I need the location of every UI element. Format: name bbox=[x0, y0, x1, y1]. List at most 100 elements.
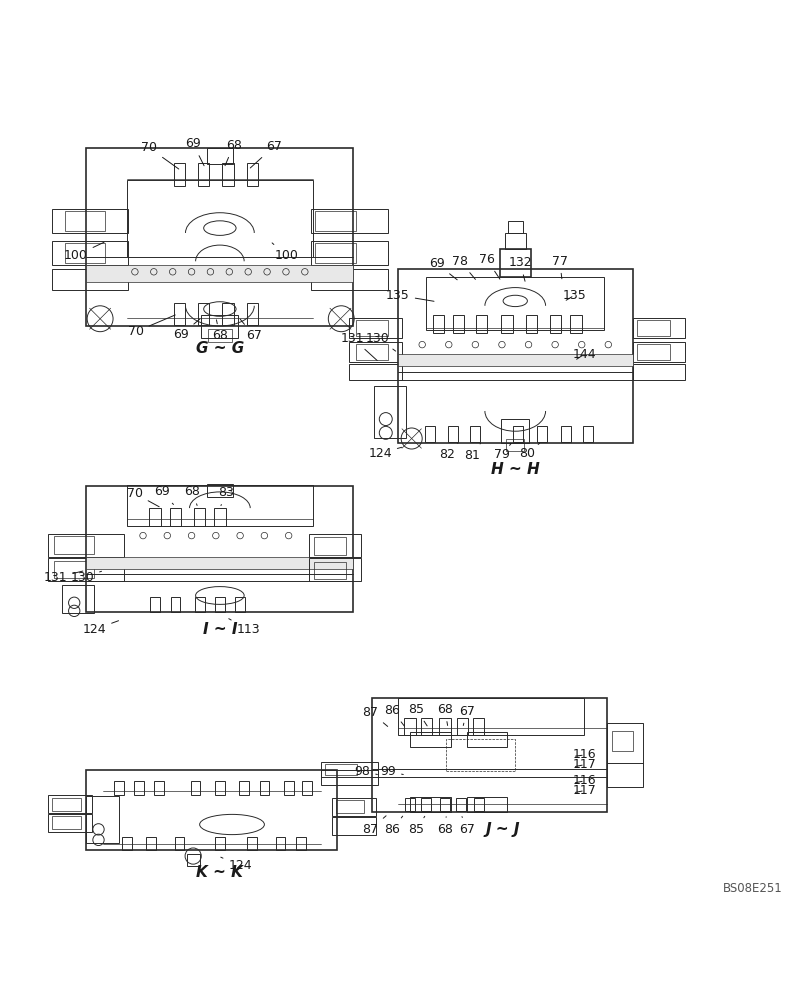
Bar bbox=[466, 732, 507, 747]
Text: 67: 67 bbox=[458, 705, 474, 725]
Text: 135: 135 bbox=[562, 289, 586, 302]
Bar bbox=[195, 597, 204, 612]
Bar bbox=[215, 781, 225, 795]
Bar bbox=[247, 837, 257, 850]
Bar bbox=[207, 148, 233, 164]
Bar bbox=[349, 364, 401, 380]
Text: 117: 117 bbox=[573, 758, 596, 771]
Text: 131: 131 bbox=[44, 571, 83, 584]
Text: 69: 69 bbox=[173, 319, 200, 341]
Bar bbox=[215, 597, 225, 612]
Bar bbox=[410, 797, 450, 812]
Bar bbox=[313, 537, 345, 555]
Bar bbox=[54, 536, 94, 554]
Bar bbox=[52, 798, 80, 811]
Bar bbox=[335, 800, 363, 813]
Text: 85: 85 bbox=[408, 816, 424, 836]
Text: 81: 81 bbox=[464, 443, 480, 462]
Bar bbox=[276, 837, 285, 850]
Text: 116: 116 bbox=[573, 748, 596, 761]
Bar bbox=[397, 269, 632, 443]
Bar bbox=[247, 303, 258, 325]
Text: 82: 82 bbox=[439, 443, 457, 461]
Bar bbox=[86, 796, 118, 843]
Bar bbox=[201, 315, 238, 338]
Bar bbox=[295, 837, 305, 850]
Text: 99: 99 bbox=[380, 765, 403, 778]
Text: 100: 100 bbox=[272, 243, 298, 262]
Bar bbox=[420, 718, 431, 735]
Text: 69: 69 bbox=[428, 257, 457, 280]
Bar bbox=[260, 781, 269, 795]
Text: 68: 68 bbox=[436, 703, 453, 725]
Bar bbox=[315, 211, 355, 231]
Text: 98: 98 bbox=[354, 765, 377, 778]
Bar bbox=[308, 558, 361, 581]
Text: 132: 132 bbox=[508, 256, 531, 281]
Bar bbox=[114, 781, 123, 795]
Bar bbox=[371, 698, 606, 812]
Bar bbox=[506, 439, 524, 451]
Bar bbox=[194, 508, 205, 526]
Bar bbox=[611, 731, 632, 751]
Bar bbox=[222, 163, 234, 186]
Bar bbox=[150, 597, 160, 612]
Bar bbox=[214, 508, 225, 526]
Text: 68: 68 bbox=[436, 817, 453, 836]
Bar bbox=[320, 762, 377, 777]
Bar bbox=[207, 484, 233, 497]
Bar bbox=[302, 781, 311, 795]
Text: 124: 124 bbox=[83, 621, 118, 636]
Bar bbox=[48, 814, 92, 832]
Bar bbox=[239, 781, 249, 795]
Text: H ~ H: H ~ H bbox=[491, 462, 539, 477]
Bar bbox=[187, 854, 200, 866]
Bar bbox=[64, 243, 105, 263]
Bar bbox=[475, 315, 487, 333]
Text: 68: 68 bbox=[225, 139, 242, 166]
Bar bbox=[284, 781, 293, 795]
Bar bbox=[208, 329, 232, 342]
Bar bbox=[170, 597, 180, 612]
Text: 144: 144 bbox=[572, 348, 595, 361]
Bar bbox=[313, 562, 345, 579]
Bar bbox=[146, 837, 156, 850]
Bar bbox=[134, 781, 144, 795]
Bar bbox=[308, 534, 361, 557]
Bar bbox=[569, 315, 581, 333]
Bar bbox=[440, 798, 449, 811]
Bar bbox=[311, 269, 388, 290]
Bar bbox=[405, 798, 414, 811]
Bar bbox=[54, 561, 94, 578]
Bar bbox=[174, 163, 185, 186]
Bar bbox=[324, 764, 357, 775]
Text: J ~ J: J ~ J bbox=[485, 822, 520, 837]
Bar bbox=[426, 277, 603, 330]
Bar bbox=[549, 315, 560, 333]
Bar bbox=[425, 426, 435, 442]
Bar bbox=[86, 557, 353, 569]
Text: 69: 69 bbox=[153, 485, 174, 504]
Bar bbox=[637, 344, 669, 360]
Text: 117: 117 bbox=[573, 784, 596, 797]
Text: 86: 86 bbox=[384, 816, 402, 836]
Text: 100: 100 bbox=[64, 242, 104, 262]
Bar bbox=[331, 817, 375, 835]
Text: 69: 69 bbox=[185, 137, 204, 166]
Text: 70: 70 bbox=[127, 315, 175, 338]
Bar bbox=[500, 249, 530, 277]
Text: 86: 86 bbox=[384, 704, 404, 726]
Text: 130: 130 bbox=[365, 332, 395, 351]
Bar bbox=[51, 241, 128, 265]
Bar bbox=[632, 318, 684, 338]
Bar bbox=[560, 426, 570, 442]
Text: 135: 135 bbox=[385, 289, 433, 302]
Text: 78: 78 bbox=[452, 255, 474, 279]
Bar bbox=[410, 732, 450, 747]
Text: 67: 67 bbox=[240, 319, 261, 342]
Bar bbox=[235, 597, 245, 612]
Text: 83: 83 bbox=[218, 486, 234, 506]
Text: 130: 130 bbox=[71, 571, 101, 584]
Text: G ~ G: G ~ G bbox=[195, 341, 243, 356]
Bar bbox=[446, 739, 515, 771]
